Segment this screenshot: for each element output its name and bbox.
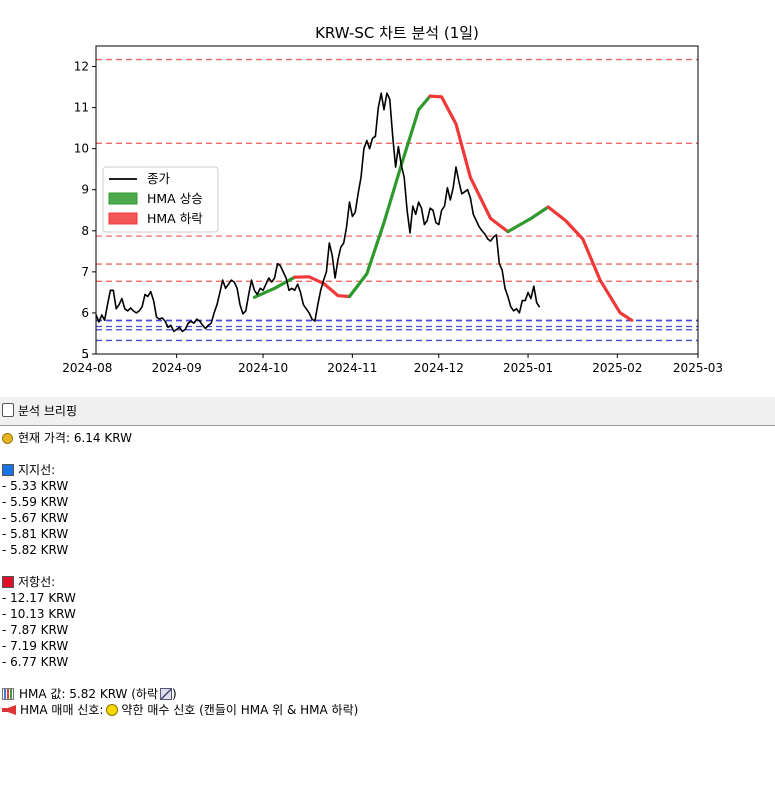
y-tick-label: 8 (81, 224, 89, 238)
legend-label: HMA 하락 (147, 211, 203, 226)
x-tick-label: 2025-01 (503, 361, 553, 375)
yellow-circle-icon (106, 704, 119, 716)
legend: 종가 HMA 상승 HMA 하락 (102, 166, 219, 233)
hma-segment-down (546, 205, 634, 322)
red-square-icon (2, 576, 14, 588)
current-price-line: 현재 가격: 6.14 KRW (2, 430, 772, 446)
x-tick-label: 2025-02 (592, 361, 642, 375)
briefing-title: 분석 브리핑 (18, 404, 78, 418)
resistance-item: - 12.17 KRW (2, 591, 76, 605)
resistance-item: - 6.77 KRW (2, 655, 69, 669)
plot-frame (95, 45, 699, 355)
legend-swatch-patch (108, 212, 138, 225)
trend-down-icon (160, 688, 172, 700)
support-item: - 5.81 KRW (2, 527, 69, 541)
resistance-title-line: 저항선: (2, 574, 772, 590)
signal-line: HMA 매매 신호: 약한 매수 신호 (캔들이 HMA 위 & HMA 하락) (2, 702, 772, 718)
signal-prefix: HMA 매매 신호: (20, 703, 104, 717)
resistance-item: - 10.13 KRW (2, 607, 76, 621)
resistance-item: - 7.87 KRW (2, 623, 69, 637)
y-tick-label: 6 (81, 306, 89, 320)
close-price-line (95, 92, 541, 333)
price-chart: KRW-SC 차트 분석 (1일) 5 6 7 8 9 10 11 12 2024-08 202… (62, 24, 723, 375)
signal-text: 약한 매수 신호 (캔들이 HMA 위 & HMA 하락) (121, 703, 359, 717)
resistance-list: - 12.17 KRW - 10.13 KRW - 7.87 KRW - 7.19 K… (2, 590, 772, 670)
y-tick-label: 7 (81, 265, 89, 279)
resistance-item: - 7.19 KRW (2, 639, 69, 653)
legend-label: 종가 (147, 171, 171, 186)
hma-segment-up (347, 94, 432, 299)
legend-swatch-patch (108, 192, 138, 205)
support-item: - 5.33 KRW (2, 479, 69, 493)
blue-square-icon (2, 464, 14, 476)
megaphone-icon (2, 705, 16, 715)
support-item: - 5.67 KRW (2, 511, 69, 525)
chart-title: KRW-SC 차트 분석 (1일) (315, 24, 479, 42)
x-tick-label: 2024-08 (62, 361, 112, 375)
hma-segment-up (506, 205, 550, 234)
x-tick-label: 2024-09 (152, 361, 202, 375)
briefing-body: 현재 가격: 6.14 KRW 지지선: - 5.33 KRW - 5.59 KR… (2, 430, 772, 718)
hma-segment-up (252, 275, 297, 299)
support-title: 지지선: (18, 463, 56, 477)
bar-chart-icon (2, 688, 14, 700)
hma-segment-down (293, 275, 352, 299)
resistance-title: 저항선: (18, 575, 56, 589)
money-bag-icon (2, 433, 13, 444)
current-price: 현재 가격: 6.14 KRW (18, 431, 132, 445)
hma-value-close: ) (172, 687, 177, 701)
x-tick-label: 2024-12 (414, 361, 464, 375)
x-tick-label: 2024-10 (238, 361, 288, 375)
hma-value-line: HMA 값: 5.82 KRW (하락) (2, 686, 772, 702)
legend-label: HMA 상승 (147, 191, 203, 206)
support-item: - 5.82 KRW (2, 543, 69, 557)
y-tick-label: 12 (74, 60, 89, 74)
briefing-header: 분석 브리핑 (0, 397, 775, 426)
hma-segment-down (428, 94, 510, 234)
support-title-line: 지지선: (2, 462, 772, 478)
support-list: - 5.33 KRW - 5.59 KRW - 5.67 KRW - 5.81 KRW… (2, 478, 772, 558)
x-tick-label: 2025-03 (673, 361, 723, 375)
y-tick-label: 9 (81, 183, 89, 197)
clipboard-icon (2, 403, 14, 417)
y-tick-label: 10 (74, 142, 89, 156)
support-item: - 5.59 KRW (2, 495, 69, 509)
y-tick-label: 5 (81, 347, 89, 361)
hma-value: HMA 값: 5.82 KRW (하락 (19, 687, 158, 701)
y-tick-label: 11 (74, 101, 89, 115)
x-tick-label: 2024-11 (327, 361, 377, 375)
chart-area: KRW-SC 차트 분석 (1일) 5 6 7 8 9 10 11 12 2024-08 202… (0, 0, 775, 395)
